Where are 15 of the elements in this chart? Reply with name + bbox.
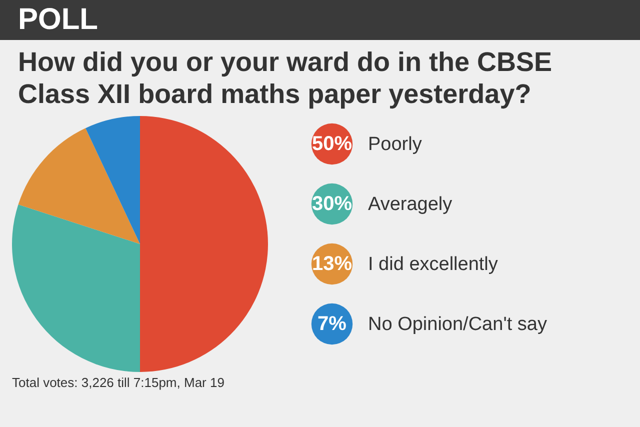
pie-slice bbox=[12, 204, 140, 372]
legend-label: Poorly bbox=[368, 134, 422, 155]
chart-subtitle: How did you or your ward do in the CBSE Class XII board maths paper yesterday? bbox=[17, 46, 554, 110]
data-label: 7% bbox=[318, 313, 347, 335]
legend-label: No Opinion/Can't say bbox=[368, 314, 548, 335]
chart-title: POLL bbox=[0, 0, 640, 40]
data-label: 50% bbox=[312, 133, 352, 155]
legend-label: I did excellently bbox=[368, 254, 498, 275]
text: Total votes: 3,226 till 7:15pm, Mar 19 bbox=[11, 375, 226, 390]
data-label: 30% bbox=[312, 193, 352, 215]
data-label: 13% bbox=[312, 253, 352, 275]
pie-slice bbox=[140, 116, 268, 372]
legend-label: Averagely bbox=[368, 194, 453, 215]
pie-slice bbox=[86, 116, 140, 244]
pie-slice bbox=[18, 128, 140, 244]
